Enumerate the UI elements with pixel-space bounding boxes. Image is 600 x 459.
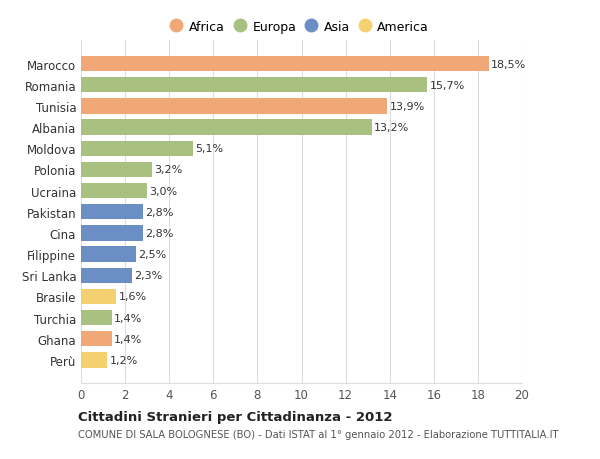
Text: 5,1%: 5,1% [196,144,224,154]
Text: 3,0%: 3,0% [149,186,178,196]
Bar [81,120,372,135]
Text: 2,8%: 2,8% [145,229,173,238]
Text: 15,7%: 15,7% [430,81,464,90]
Bar [81,353,107,368]
Text: COMUNE DI SALA BOLOGNESE (BO) - Dati ISTAT al 1° gennaio 2012 - Elaborazione TUT: COMUNE DI SALA BOLOGNESE (BO) - Dati IST… [78,429,559,439]
Bar [81,247,136,262]
Legend: Africa, Europa, Asia, America: Africa, Europa, Asia, America [170,17,433,37]
Bar [81,268,132,283]
Bar [81,99,388,114]
Bar [81,205,143,220]
Bar [81,226,143,241]
Text: 2,5%: 2,5% [139,250,167,259]
Text: 1,4%: 1,4% [114,334,142,344]
Bar [81,57,489,72]
Text: Cittadini Stranieri per Cittadinanza - 2012: Cittadini Stranieri per Cittadinanza - 2… [78,410,392,423]
Bar [81,184,147,199]
Text: 2,3%: 2,3% [134,271,162,280]
Bar [81,141,193,157]
Text: 13,2%: 13,2% [374,123,410,133]
Bar [81,331,112,347]
Text: 3,2%: 3,2% [154,165,182,175]
Text: 13,9%: 13,9% [390,102,425,112]
Bar [81,162,152,178]
Bar [81,289,116,304]
Bar [81,310,112,325]
Text: 18,5%: 18,5% [491,60,526,69]
Text: 1,6%: 1,6% [118,292,146,302]
Text: 2,8%: 2,8% [145,207,173,217]
Text: 1,2%: 1,2% [110,355,138,365]
Text: 1,4%: 1,4% [114,313,142,323]
Bar [81,78,427,93]
